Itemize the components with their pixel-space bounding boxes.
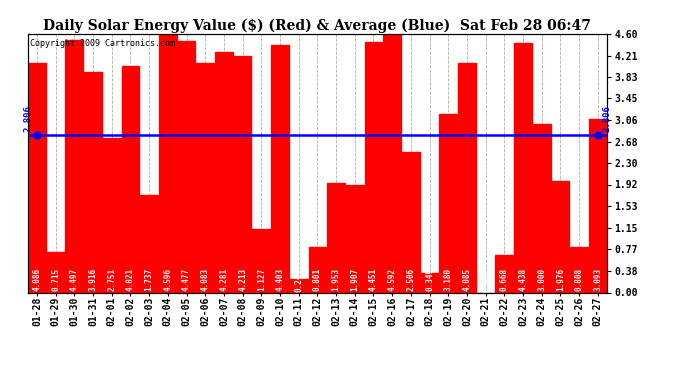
Bar bbox=[66, 39, 83, 292]
Text: 2.506: 2.506 bbox=[406, 268, 415, 291]
Text: 1.907: 1.907 bbox=[351, 268, 359, 291]
Text: 0.715: 0.715 bbox=[51, 268, 60, 291]
Text: 4.497: 4.497 bbox=[70, 268, 79, 291]
Text: 3.180: 3.180 bbox=[444, 268, 453, 291]
Bar bbox=[440, 114, 457, 292]
Text: 1.737: 1.737 bbox=[145, 268, 154, 291]
Text: 3.916: 3.916 bbox=[88, 268, 97, 291]
Text: 4.451: 4.451 bbox=[369, 268, 378, 291]
Bar bbox=[346, 185, 364, 292]
Bar bbox=[402, 152, 420, 292]
Bar bbox=[159, 34, 177, 292]
Bar bbox=[140, 195, 158, 292]
Text: 0.801: 0.801 bbox=[313, 268, 322, 291]
Bar bbox=[197, 63, 214, 292]
Bar bbox=[28, 63, 46, 292]
Bar bbox=[570, 247, 588, 292]
Bar bbox=[458, 63, 476, 292]
Bar bbox=[103, 138, 121, 292]
Text: 1.953: 1.953 bbox=[332, 268, 341, 291]
Text: 0.808: 0.808 bbox=[575, 268, 584, 291]
Bar bbox=[421, 273, 438, 292]
Text: 3.000: 3.000 bbox=[538, 268, 546, 291]
Text: 4.213: 4.213 bbox=[238, 268, 247, 291]
Text: 4.085: 4.085 bbox=[462, 268, 471, 291]
Text: 4.086: 4.086 bbox=[32, 268, 41, 291]
Bar bbox=[551, 182, 569, 292]
Text: 0.349: 0.349 bbox=[425, 268, 434, 291]
Bar bbox=[84, 72, 102, 292]
Bar bbox=[327, 183, 345, 292]
Bar bbox=[364, 42, 382, 292]
Text: 4.021: 4.021 bbox=[126, 268, 135, 291]
Text: 0.000: 0.000 bbox=[481, 269, 490, 292]
Text: 4.592: 4.592 bbox=[388, 268, 397, 291]
Text: 0.668: 0.668 bbox=[500, 268, 509, 291]
Title: Daily Solar Energy Value ($) (Red) & Average (Blue)  Sat Feb 28 06:47: Daily Solar Energy Value ($) (Red) & Ave… bbox=[43, 18, 591, 33]
Bar bbox=[514, 43, 532, 292]
Text: 2.751: 2.751 bbox=[107, 268, 116, 291]
Bar bbox=[533, 124, 551, 292]
Bar bbox=[47, 252, 65, 292]
Text: 1.127: 1.127 bbox=[257, 268, 266, 291]
Text: 0.243: 0.243 bbox=[294, 269, 303, 292]
Text: 4.438: 4.438 bbox=[519, 268, 528, 291]
Text: 4.477: 4.477 bbox=[182, 268, 191, 291]
Bar bbox=[495, 255, 513, 292]
Text: 1.976: 1.976 bbox=[556, 268, 565, 291]
Text: 4.083: 4.083 bbox=[201, 268, 210, 291]
Text: 4.596: 4.596 bbox=[164, 268, 172, 291]
Bar bbox=[234, 56, 251, 292]
Bar bbox=[290, 279, 308, 292]
Bar bbox=[589, 118, 607, 292]
Bar bbox=[121, 66, 139, 292]
Text: 3.093: 3.093 bbox=[593, 268, 602, 291]
Bar bbox=[253, 229, 270, 292]
Text: 2.806: 2.806 bbox=[602, 105, 612, 132]
Text: 4.281: 4.281 bbox=[219, 268, 228, 291]
Bar bbox=[384, 34, 401, 292]
Bar bbox=[177, 40, 195, 292]
Bar bbox=[215, 52, 233, 292]
Bar bbox=[271, 45, 289, 292]
Text: 4.403: 4.403 bbox=[275, 268, 284, 291]
Bar bbox=[308, 248, 326, 292]
Text: 2.806: 2.806 bbox=[23, 105, 32, 132]
Text: Copyright 2009 Cartronics.com: Copyright 2009 Cartronics.com bbox=[30, 39, 175, 48]
